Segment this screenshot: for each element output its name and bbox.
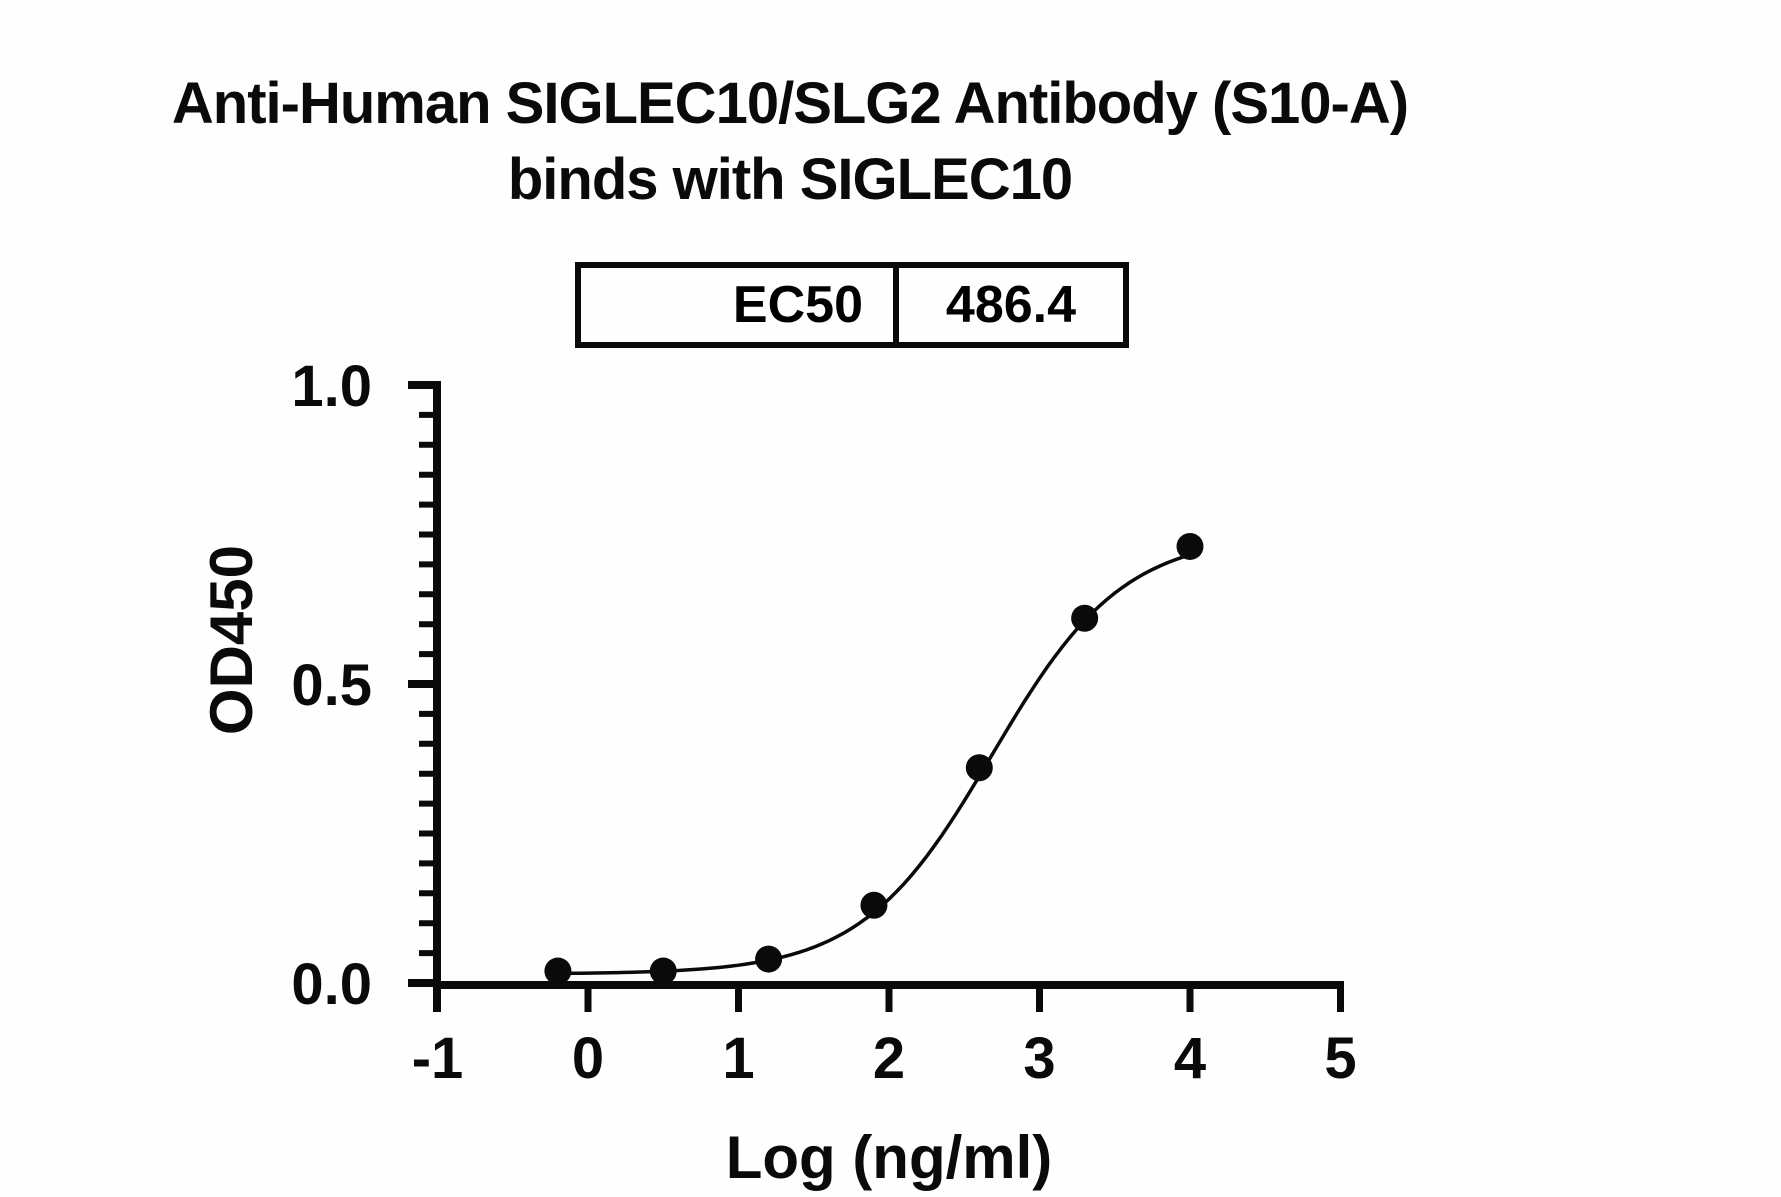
data-point — [544, 957, 572, 985]
x-tick-label: 4 — [1174, 1026, 1206, 1091]
data-point — [1176, 532, 1204, 560]
data-point — [1071, 604, 1099, 632]
chart-title-line1: Anti-Human SIGLEC10/SLG2 Antibody (S10-A… — [171, 71, 1409, 136]
data-point — [965, 754, 993, 782]
x-tick-label: 5 — [1324, 1026, 1356, 1091]
x-axis-title: Log (ng/ml) — [726, 1124, 1053, 1191]
x-tick-label: -1 — [412, 1026, 464, 1091]
x-tick-label: 0 — [572, 1026, 604, 1091]
y-tick-label: 0.5 — [291, 653, 372, 718]
x-tick-label: 1 — [722, 1026, 754, 1091]
chart-title: Anti-Human SIGLEC10/SLG2 Antibody (S10-A… — [90, 66, 1490, 218]
ec50-table: EC50 486.4 — [575, 262, 1129, 348]
x-tick-label: 2 — [873, 1026, 905, 1091]
ec50-label-cell: EC50 — [581, 268, 899, 342]
y-tick-label: 1.0 — [291, 354, 372, 419]
chart-title-line2: binds with SIGLEC10 — [507, 147, 1073, 212]
y-axis-title: OD450 — [198, 545, 265, 735]
ec50-value-cell: 486.4 — [945, 276, 1077, 334]
y-tick-label: 0.0 — [291, 952, 372, 1017]
data-point — [649, 957, 677, 985]
x-tick-label: 3 — [1023, 1026, 1055, 1091]
data-point — [755, 945, 783, 973]
data-point — [860, 891, 888, 919]
